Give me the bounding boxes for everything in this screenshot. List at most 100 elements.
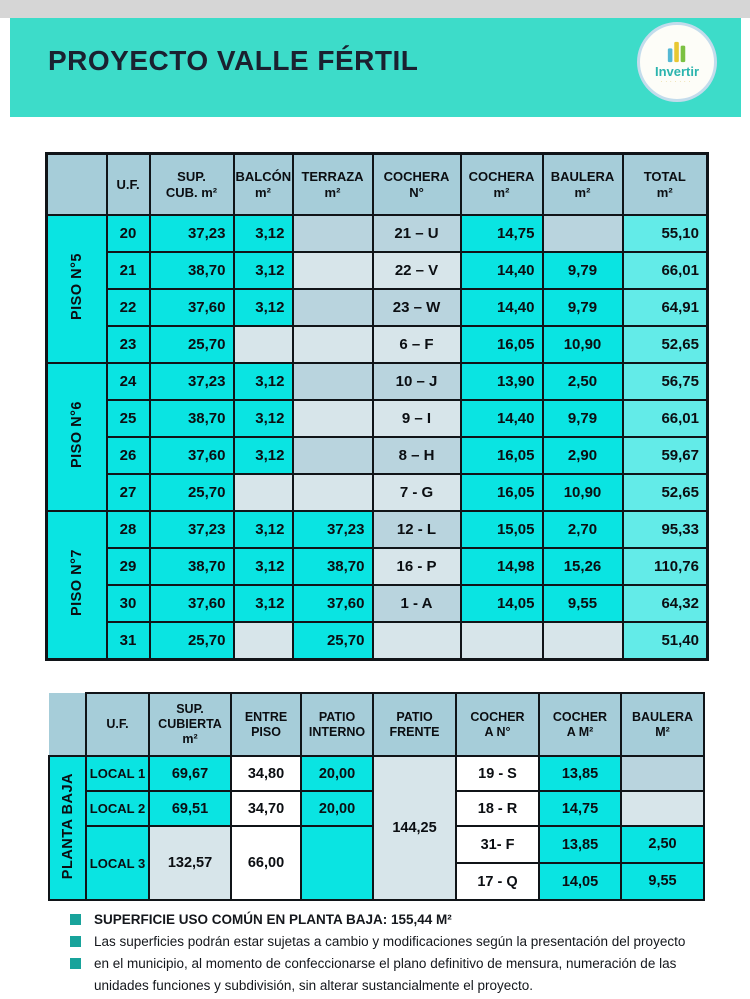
total-cell: 110,76 [621,547,709,586]
total-cell: 66,01 [621,399,709,438]
terraza-cell: 37,60 [291,584,374,623]
balcon-cell: 3,12 [232,288,294,327]
bullet-square-icon [70,914,81,925]
table-row: 30 37,60 3,12 37,60 1 - A 14,05 9,55 64,32 [47,584,709,623]
cochera-numero-cell: 8 – H [371,436,462,475]
patio-interno-cell: 20,00 [300,790,374,827]
patio-frente-column-header: PATIO FRENTE [372,692,457,757]
table-row: 21 38,70 3,12 22 – V 14,40 9,79 66,01 [47,251,709,290]
footnote-item: en el municipio, al momento de confeccio… [70,954,735,973]
total-cell: 95,33 [621,510,709,549]
patio-frente-cell: 144,25 [372,755,457,901]
cochera-m2-cell [459,621,544,661]
piso-group-label-text: PISO N°7 [68,549,85,617]
photo-edge [0,0,750,18]
cochera-numero-cell: 18 - R [455,790,540,827]
sup-cub-cell: 37,60 [148,288,235,327]
cochera-numero-cell: 23 – W [371,288,462,327]
sup-cub-cell: 25,70 [148,621,235,661]
footnote-text: Las superficies podrán estar sujetas a c… [94,934,686,950]
balcon-cell: 3,12 [232,251,294,290]
balcon-cell: 3,12 [232,436,294,475]
table1-corner-cell [45,152,108,216]
baulera-cell: 9,79 [541,399,624,438]
piso-group-label: PISO N°5 [45,214,108,364]
table-row: 17 - Q 14,05 9,55 [49,862,705,901]
planta-group-label-text: PLANTA BAJA [59,772,76,880]
baulera-cell [541,621,624,661]
baulera-cell [620,790,705,827]
table-row: 23 25,70 6 – F 16,05 10,90 52,65 [47,325,709,364]
sup-cub-cell: 37,23 [148,214,235,253]
cochera-m2-column-header: COCHER A M² [538,692,622,757]
terraza-cell: 38,70 [291,547,374,586]
cochera-m2-cell: 14,75 [459,214,544,253]
sup-cubierta-column-header: SUP. CUBIERTA m² [148,692,232,757]
terraza-cell [291,288,374,327]
terraza-cell [291,473,374,512]
table-row: PISO N°5 20 37,23 3,12 21 – U 14,75 55,10 [45,214,709,364]
bullet-square-icon [70,936,81,948]
cochera-m2-cell: 14,40 [459,251,544,290]
baulera-cell: 15,26 [541,547,624,586]
terraza-cell: 37,23 [291,510,374,549]
sup-cubierta-cell: 132,57 [148,825,232,901]
sup-cub-cell: 37,23 [148,362,235,401]
cochera-numero-cell [371,621,462,661]
footnote-text: unidades funciones y subdivisión, sin al… [94,978,533,994]
table-row: LOCAL 2 69,51 34,70 20,00 18 - R 14,75 [49,790,705,827]
cochera-numero-cell: 12 - L [371,510,462,549]
table-row: PLANTA BAJA LOCAL 1 69,67 34,80 20,00 144,25 1… [48,755,705,901]
balcon-cell: 3,12 [232,584,294,623]
patio-interno-cell: 20,00 [300,755,374,792]
sup-cub-cell: 38,70 [148,399,235,438]
balcon-cell: 3,12 [232,510,294,549]
cochera-m2-cell: 15,05 [459,510,544,549]
uf-cell: 26 [105,436,151,475]
logo-subtext: ······· [660,78,694,85]
sup-cub-column-header: SUP. CUB. m² [148,152,235,216]
company-logo: Invertir ······· [637,22,717,102]
uf-column-header: U.F. [105,152,151,216]
cochera-m2-cell: 16,05 [459,325,544,364]
footnote-item: SUPERFICIE USO COMÚN EN PLANTA BAJA: 155… [70,910,735,929]
terraza-cell [291,214,374,253]
table-row: PISO N°6 24 37,23 3,12 10 – J 13,90 2,50 56,75 [45,362,709,512]
balcon-cell: 3,12 [232,399,294,438]
units-table-body: PISO N°5 20 37,23 3,12 21 – U 14,75 55,10 21 38,… [45,214,709,661]
entre-piso-cell: 34,70 [230,790,302,827]
balcon-cell: 3,12 [232,547,294,586]
sup-cubierta-cell: 69,51 [148,790,232,827]
table-row: 29 38,70 3,12 38,70 16 - P 14,98 15,26 110,76 [47,547,709,586]
uf-cell: 22 [105,288,151,327]
total-cell: 55,10 [621,214,709,253]
cochera-m2-cell: 13,85 [538,755,622,792]
table-row: 31 25,70 25,70 51,40 [47,621,709,661]
sup-cub-cell: 37,60 [148,436,235,475]
baulera-cell: 9,55 [541,584,624,623]
total-cell: 64,91 [621,288,709,327]
sup-cub-cell: 37,23 [148,510,235,549]
sup-cubierta-cell: 69,67 [148,755,232,792]
cochera-m2-cell: 14,40 [459,288,544,327]
terraza-cell [291,436,374,475]
baulera-cell: 9,79 [541,288,624,327]
uf-local-cell: LOCAL 2 [85,790,150,827]
sup-cub-cell: 37,60 [148,584,235,623]
footnote-text: SUPERFICIE USO COMÚN EN PLANTA BAJA: 155… [94,912,452,927]
planta-baja-table: U.F. SUP. CUBIERTA m² ENTRE PISO PATIO INTE… [48,692,705,901]
entre-piso-cell: 66,00 [230,825,302,901]
baulera-cell: 9,55 [620,862,705,901]
building-icon [667,41,686,62]
units-header-row: U.F. SUP. CUB. m² BALCÓN m² TERRAZA m² COCHE… [45,152,709,216]
patio-interno-column-header: PATIO INTERNO [300,692,374,757]
cochera-numero-cell: 22 – V [371,251,462,290]
cochera-m2-cell: 14,75 [538,790,622,827]
cochera-numero-cell: 21 – U [371,214,462,253]
footnote-item: Las superficies podrán estar sujetas a c… [70,932,735,951]
table-row: 26 37,60 3,12 8 – H 16,05 2,90 59,67 [47,436,709,475]
sup-cub-cell: 25,70 [148,473,235,512]
cochera-numero-cell: 9 – I [371,399,462,438]
baulera-cell: 10,90 [541,473,624,512]
baulera-column-header: BAULERA m² [541,152,624,216]
